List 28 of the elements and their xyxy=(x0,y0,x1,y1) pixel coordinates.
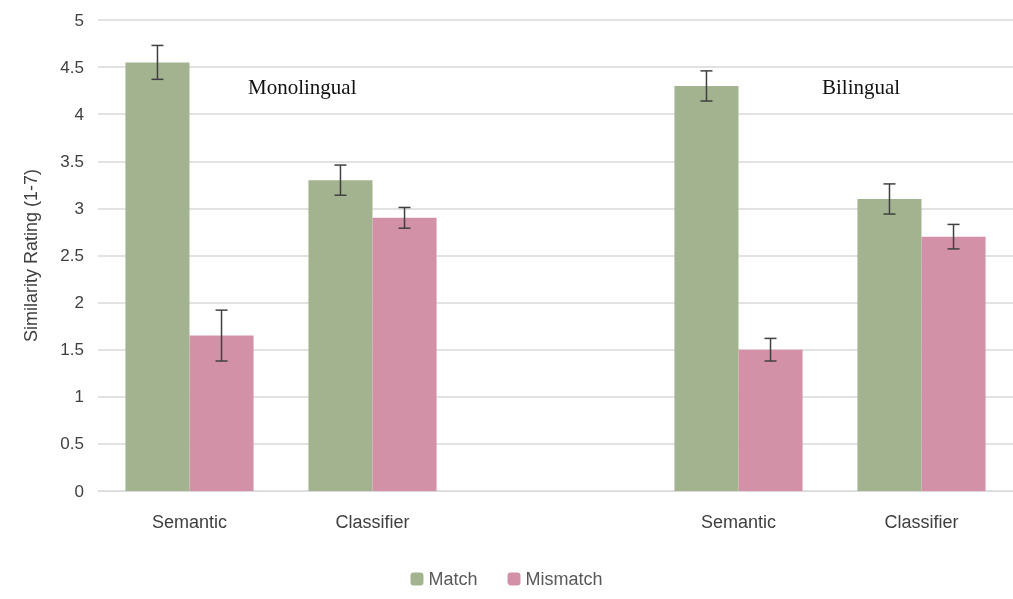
y-tick-label: 0.5 xyxy=(60,434,84,454)
y-tick-label: 1.5 xyxy=(60,340,84,360)
y-tick-label: 5 xyxy=(74,10,84,30)
y-tick-label: 2 xyxy=(74,293,84,313)
bar xyxy=(125,62,190,491)
y-tick-label: 3 xyxy=(74,198,84,218)
bar xyxy=(372,217,437,491)
x-tick-label: Classifier xyxy=(884,512,959,532)
x-tick-label: Semantic xyxy=(151,512,228,532)
bar xyxy=(189,335,254,491)
legend-label: Mismatch xyxy=(525,569,603,589)
y-tick-label: 2.5 xyxy=(60,246,84,265)
x-tick-label: Semantic xyxy=(700,512,777,532)
bar xyxy=(921,236,986,491)
bar xyxy=(738,349,803,491)
annotation: Monolingual xyxy=(248,74,357,99)
bar xyxy=(674,85,739,491)
annotation: Bilingual xyxy=(822,74,901,99)
legend-label: Match xyxy=(428,569,478,589)
x-tick-label: Classifier xyxy=(335,512,410,532)
bar xyxy=(308,180,373,491)
y-axis-title: Similarity Rating (1-7) xyxy=(21,168,41,343)
y-tick-label: 0 xyxy=(74,481,84,501)
y-tick-label: 4.5 xyxy=(60,57,84,77)
y-tick-label: 4 xyxy=(74,104,84,124)
y-tick-label: 3.5 xyxy=(60,151,84,171)
y-tick-label: 1 xyxy=(74,387,84,407)
bar xyxy=(857,198,922,491)
